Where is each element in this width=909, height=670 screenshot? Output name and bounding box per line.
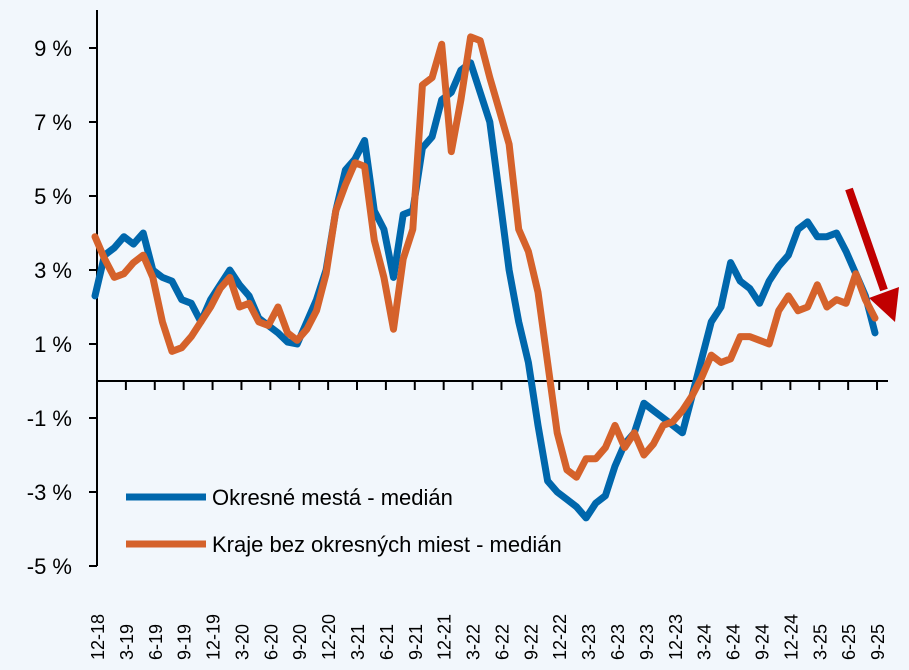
x-tick-label: 6-19: [146, 624, 166, 660]
legend: Okresné mestá - medián Kraje bez okresný…: [126, 485, 562, 557]
x-tick-label: 3-23: [579, 624, 599, 660]
x-tick-label: 6-22: [492, 624, 512, 660]
x-tick-label: 6-25: [839, 624, 859, 660]
trend-arrow-shaft: [845, 187, 888, 292]
x-tick-label: 9-24: [752, 624, 772, 660]
y-tick-label: -3 %: [27, 480, 72, 505]
x-tick-label: 12-21: [435, 614, 455, 660]
x-tick-label: 3-21: [348, 624, 368, 660]
x-axis: 12-18 3-19 6-19 9-19 12-19 3-20 6-20 9-20 12-20 3…: [88, 380, 888, 660]
x-tick-label: 3-19: [117, 624, 137, 660]
y-tick-label: 1 %: [34, 332, 72, 357]
y-tick-label: 3 %: [34, 258, 72, 283]
y-axis: 9 % 7 % 5 % 3 % 1 % -1 % -3 % -5 %: [27, 10, 98, 579]
series-line-0: [91, 59, 879, 522]
x-tick-label: 12-23: [666, 614, 686, 660]
x-tick-label: 9-21: [406, 624, 426, 660]
x-tick-label: 3-22: [464, 624, 484, 660]
x-tick-label: 6-23: [608, 624, 628, 660]
trend-arrow: [845, 187, 899, 322]
x-tick-label: 3-20: [232, 624, 252, 660]
x-tick-label: 12-24: [781, 614, 801, 660]
series-lines: [91, 33, 879, 522]
series-line-1: [91, 33, 879, 481]
x-tick-label: 3-25: [810, 624, 830, 660]
y-tick-label: -1 %: [27, 406, 72, 431]
y-tick-label: 7 %: [34, 110, 72, 135]
x-tick-label: 12-20: [319, 614, 339, 660]
y-tick-label: 5 %: [34, 184, 72, 209]
y-tick-label: -5 %: [27, 554, 72, 579]
x-tick-label: 9-23: [637, 624, 657, 660]
legend-label-okresne-mesta: Okresné mestá - medián: [212, 485, 453, 510]
x-tick-label: 6-24: [724, 624, 744, 660]
trend-arrow-head: [869, 287, 899, 322]
x-tick-label: 12-18: [88, 614, 108, 660]
x-tick-label: 9-22: [521, 624, 541, 660]
x-tick-label: 6-21: [377, 624, 397, 660]
x-tick-label: 9-19: [175, 624, 195, 660]
legend-label-kraje: Kraje bez okresných miest - medián: [212, 532, 562, 557]
x-tick-label: 6-20: [261, 624, 281, 660]
x-tick-label: 12-22: [550, 614, 570, 660]
x-tick-label: 9-25: [868, 624, 888, 660]
x-tick-label: 9-20: [290, 624, 310, 660]
y-tick-label: 9 %: [34, 36, 72, 61]
x-tick-label: 3-24: [695, 624, 715, 660]
x-tick-label: 12-19: [204, 614, 224, 660]
